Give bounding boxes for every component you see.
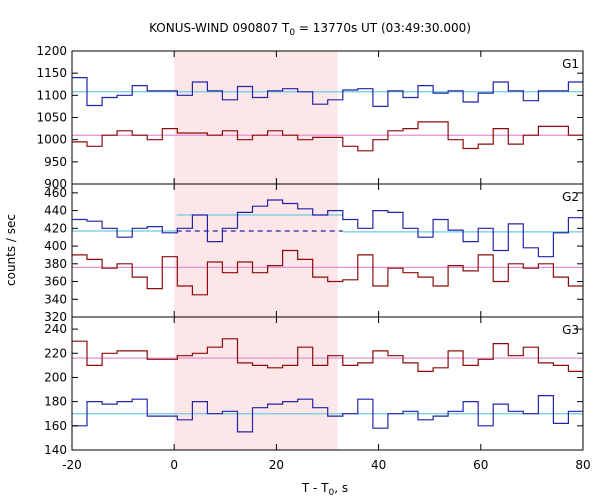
panel-g1-y-tick-label: 950 [44, 155, 67, 169]
panel-g1-y-tick-label: 1150 [36, 66, 67, 80]
panel-g2-y-tick-label: 340 [44, 292, 67, 306]
panel-g1-y-tick-label: 1050 [36, 111, 67, 125]
panel-g2-label: G2 [562, 190, 579, 204]
x-axis-label-subscript: 0 [329, 488, 335, 498]
burst-interval-shade [174, 51, 338, 450]
panel-g3-y-tick-label: 180 [44, 395, 67, 409]
x-tick-label: 0 [170, 458, 178, 472]
panel-g3-frame [71, 316, 584, 451]
x-tick-label: -20 [62, 458, 82, 472]
x-tick-label: 20 [269, 458, 284, 472]
panel-g1-y-tick-label: 900 [44, 177, 67, 191]
plot-layer: 900 950 1000 1050 1100 1150 1200 G1 320 340 360 380… [36, 44, 590, 472]
panel-g1-label: G1 [562, 57, 579, 71]
panel-g2-y-tick-label: 320 [44, 310, 67, 324]
x-tick-label: 80 [575, 458, 590, 472]
panel-g2-y-tick-label: 420 [44, 221, 67, 235]
x-axis-label-main: T - T [301, 481, 329, 495]
panel-g3-series-0 [72, 338, 583, 372]
panel-g1: 900 950 1000 1050 1100 1150 1200 G1 [36, 44, 584, 191]
panel-g2-y-tick-label: 380 [44, 257, 67, 271]
panel-g1-series-0 [72, 77, 583, 107]
chart-title-subscript: 0 [289, 28, 295, 38]
x-axis-label-rest: , s [334, 481, 348, 495]
chart-title: KONUS-WIND 090807 T0 = 13770s UT (03:49:… [149, 21, 471, 38]
panel-g1-series-1 [72, 121, 583, 152]
panel-g1-y-tick-label: 1100 [36, 88, 67, 102]
y-axis-label: counts / sec [4, 214, 18, 286]
panel-g1-y-tick-label: 1200 [36, 44, 67, 58]
panel-g2-y-tick-label: 440 [44, 204, 67, 218]
panel-g2-series-1 [72, 249, 583, 296]
panel-g2-series-0 [72, 199, 583, 258]
panel-g2-y-tick-label: 360 [44, 275, 67, 289]
panel-g1-y-tick-label: 1000 [36, 133, 67, 147]
chart-title-main: KONUS-WIND 090807 T [149, 21, 290, 35]
panel-g3-y-tick-label: 220 [44, 346, 67, 360]
panel-g3: 140 160 180 200 220 240 G3 [44, 316, 584, 457]
panel-g3-y-tick-label: 240 [44, 322, 67, 336]
x-tick-label: 60 [473, 458, 488, 472]
panel-g3-y-tick-label: 160 [44, 419, 67, 433]
panel-g2-y-tick-label: 400 [44, 239, 67, 253]
chart-title-rest: = 13770s UT (03:49:30.000) [295, 21, 471, 35]
panel-g3-y-tick-label: 140 [44, 443, 67, 457]
panel-g3-series-1 [72, 395, 583, 433]
panel-g3-label: G3 [562, 323, 579, 337]
panel-g2-y-tick-label: 460 [44, 186, 67, 200]
panel-g3-y-tick-label: 200 [44, 370, 67, 384]
x-tick-label: 40 [371, 458, 386, 472]
x-axis-label: T - T0, s [301, 481, 348, 498]
